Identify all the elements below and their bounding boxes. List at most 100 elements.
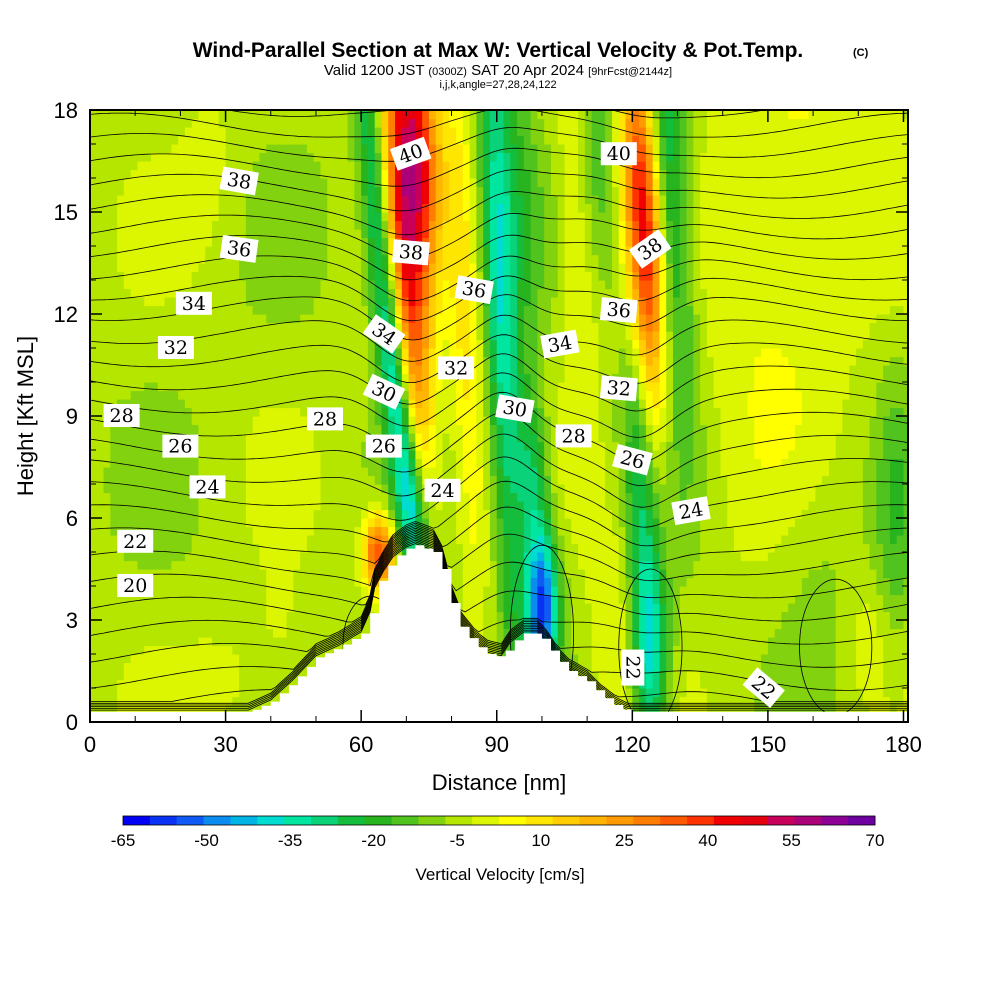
- velocity-cell: [340, 501, 349, 511]
- velocity-cell: [117, 246, 125, 256]
- velocity-cell: [184, 135, 193, 145]
- velocity-cell: [171, 645, 179, 655]
- velocity-cell: [130, 169, 139, 179]
- velocity-cell: [252, 271, 261, 281]
- velocity-cell: [422, 450, 430, 460]
- velocity-cell: [496, 603, 505, 613]
- velocity-cell: [90, 526, 98, 536]
- velocity-cell: [483, 603, 491, 613]
- velocity-cell: [496, 195, 505, 205]
- velocity-cell: [300, 288, 308, 298]
- velocity-cell: [388, 229, 396, 239]
- velocity-cell: [225, 220, 233, 230]
- velocity-cell: [286, 314, 294, 324]
- velocity-cell: [198, 654, 206, 664]
- velocity-cell: [110, 577, 118, 587]
- velocity-cell: [96, 390, 105, 400]
- velocity-cell: [117, 152, 125, 162]
- velocity-cell: [157, 552, 166, 562]
- velocity-cell: [144, 220, 152, 230]
- velocity-cell: [252, 331, 261, 341]
- velocity-cell: [90, 297, 98, 307]
- velocity-cell: [300, 331, 308, 341]
- velocity-cell: [198, 441, 206, 451]
- velocity-cell: [401, 127, 410, 137]
- velocity-cell: [435, 424, 444, 434]
- velocity-cell: [110, 229, 118, 239]
- velocity-cell: [361, 127, 369, 137]
- velocity-cell: [544, 399, 552, 409]
- velocity-cell: [293, 458, 301, 468]
- velocity-cell: [184, 679, 193, 689]
- velocity-cell: [110, 526, 118, 536]
- velocity-cell: [191, 509, 200, 519]
- velocity-cell: [218, 365, 227, 375]
- velocity-cell: [340, 526, 349, 536]
- velocity-cell: [279, 518, 288, 528]
- velocity-cell: [456, 382, 464, 392]
- velocity-cell: [347, 127, 355, 137]
- velocity-cell: [273, 637, 281, 647]
- velocity-cell: [442, 467, 450, 477]
- velocity-cell: [286, 246, 294, 256]
- velocity-cell: [96, 305, 105, 315]
- velocity-cell: [252, 509, 261, 519]
- velocity-cell: [510, 178, 518, 188]
- velocity-cell: [530, 305, 539, 315]
- velocity-cell: [496, 186, 505, 196]
- velocity-cell: [130, 620, 139, 630]
- velocity-cell: [442, 297, 450, 307]
- velocity-cell: [469, 322, 477, 332]
- velocity-cell: [334, 373, 342, 383]
- velocity-cell: [510, 246, 518, 256]
- velocity-cell: [157, 254, 166, 264]
- velocity-cell: [273, 399, 281, 409]
- velocity-cell: [544, 135, 552, 145]
- velocity-cell: [286, 118, 294, 128]
- velocity-cell: [171, 679, 179, 689]
- velocity-cell: [300, 407, 308, 417]
- velocity-cell: [279, 220, 288, 230]
- velocity-cell: [144, 509, 152, 519]
- velocity-cell: [415, 492, 423, 502]
- velocity-cell: [184, 246, 193, 256]
- velocity-cell: [340, 118, 349, 128]
- velocity-cell: [347, 297, 355, 307]
- velocity-cell: [144, 169, 152, 179]
- velocity-cell: [252, 475, 261, 485]
- velocity-cell: [212, 458, 220, 468]
- velocity-cell: [483, 560, 491, 570]
- velocity-cell: [252, 628, 261, 638]
- velocity-cell: [117, 220, 125, 230]
- velocity-cell: [245, 509, 254, 519]
- velocity-cell: [517, 535, 525, 545]
- velocity-cell: [415, 110, 423, 120]
- velocity-cell: [205, 628, 213, 638]
- velocity-cell: [171, 467, 179, 477]
- velocity-cell: [117, 662, 125, 672]
- velocity-cell: [415, 288, 423, 298]
- velocity-cell: [90, 543, 98, 553]
- velocity-cell: [361, 305, 369, 315]
- velocity-cell: [225, 433, 233, 443]
- velocity-cell: [151, 271, 159, 281]
- velocity-cell: [544, 356, 552, 366]
- velocity-cell: [456, 314, 464, 324]
- velocity-cell: [218, 611, 227, 621]
- velocity-cell: [232, 288, 240, 298]
- velocity-cell: [476, 586, 484, 596]
- velocity-cell: [191, 569, 200, 579]
- velocity-cell: [273, 356, 281, 366]
- velocity-cell: [232, 229, 240, 239]
- velocity-cell: [415, 331, 423, 341]
- velocity-cell: [530, 603, 539, 613]
- velocity-cell: [110, 594, 118, 604]
- velocity-cell: [151, 501, 159, 511]
- velocity-cell: [523, 339, 532, 349]
- velocity-cell: [259, 314, 267, 324]
- velocity-cell: [510, 475, 518, 485]
- velocity-cell: [306, 229, 315, 239]
- velocity-cell: [354, 543, 362, 553]
- velocity-cell: [198, 450, 206, 460]
- velocity-cell: [530, 586, 539, 596]
